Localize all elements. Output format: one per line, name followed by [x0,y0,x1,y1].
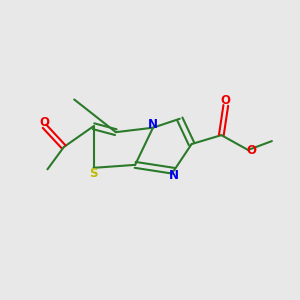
Text: N: N [148,118,158,131]
Text: S: S [89,167,98,180]
Text: O: O [221,94,231,107]
Text: O: O [39,116,49,129]
Text: N: N [169,169,179,182]
Text: O: O [247,143,256,157]
